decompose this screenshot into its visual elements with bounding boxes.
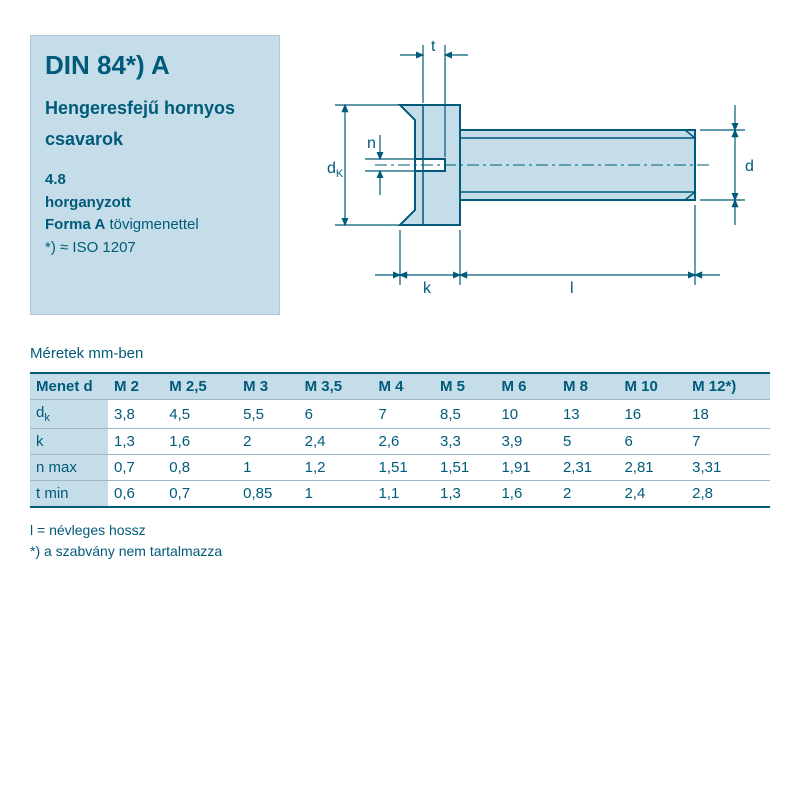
cell: 2,31 — [557, 455, 618, 481]
cell: 3,31 — [686, 455, 770, 481]
table-row: n max0,70,811,21,511,511,912,312,813,31 — [30, 455, 770, 481]
cell: 13 — [557, 400, 618, 429]
cell: 0,7 — [108, 455, 163, 481]
col-header: M 3,5 — [299, 373, 373, 400]
footnotes: l = névleges hossz *) a szabvány nem tar… — [30, 520, 770, 562]
table-row: dk3,84,55,5678,510131618 — [30, 400, 770, 429]
row-label: t min — [30, 481, 108, 508]
cell: 10 — [495, 400, 556, 429]
footnote-2: *) a szabvány nem tartalmazza — [30, 541, 770, 562]
table-row: k1,31,622,42,63,33,9567 — [30, 429, 770, 455]
table-header-row: Menet dM 2M 2,5M 3M 3,5M 4M 5M 6M 8M 10M… — [30, 373, 770, 400]
cell: 2,81 — [618, 455, 686, 481]
cell: 1,51 — [434, 455, 495, 481]
col-header: M 2,5 — [163, 373, 237, 400]
info-box: DIN 84*) A Hengeresfejű hornyos csavarok… — [30, 35, 280, 315]
desc-line-1: Hengeresfejű hornyos — [45, 95, 265, 122]
spec-4: *) ≈ ISO 1207 — [45, 237, 265, 260]
svg-text:dK: dK — [327, 160, 344, 180]
cell: 2,8 — [686, 481, 770, 508]
spec-3a: Forma A — [45, 216, 105, 233]
table-row: t min0,60,70,8511,11,31,622,42,8 — [30, 481, 770, 508]
cell: 3,9 — [495, 429, 556, 455]
desc-line-2: csavarok — [45, 126, 265, 153]
spec-1: 4.8 — [45, 171, 66, 188]
row-label: dk — [30, 400, 108, 429]
cell: 2 — [237, 429, 298, 455]
row-label: n max — [30, 455, 108, 481]
col-header: M 5 — [434, 373, 495, 400]
col-header: Menet d — [30, 373, 108, 400]
svg-text:n: n — [367, 135, 376, 152]
cell: 1,91 — [495, 455, 556, 481]
dimensions-table: Menet dM 2M 2,5M 3M 3,5M 4M 5M 6M 8M 10M… — [30, 372, 770, 508]
cell: 18 — [686, 400, 770, 429]
table-title: Méretek mm-ben — [30, 345, 770, 362]
col-header: M 2 — [108, 373, 163, 400]
din-title: DIN 84*) A — [45, 50, 265, 81]
cell: 6 — [618, 429, 686, 455]
cell: 16 — [618, 400, 686, 429]
cell: 7 — [373, 400, 434, 429]
svg-text:d: d — [745, 158, 754, 175]
cell: 0,8 — [163, 455, 237, 481]
svg-text:t: t — [431, 38, 436, 55]
col-header: M 12*) — [686, 373, 770, 400]
cell: 3,8 — [108, 400, 163, 429]
row-label: k — [30, 429, 108, 455]
cell: 1,3 — [434, 481, 495, 508]
col-header: M 6 — [495, 373, 556, 400]
cell: 1 — [237, 455, 298, 481]
cell: 1,2 — [299, 455, 373, 481]
cell: 7 — [686, 429, 770, 455]
col-header: M 3 — [237, 373, 298, 400]
cell: 5 — [557, 429, 618, 455]
cell: 3,3 — [434, 429, 495, 455]
cell: 2,4 — [618, 481, 686, 508]
cell: 2 — [557, 481, 618, 508]
cell: 5,5 — [237, 400, 298, 429]
col-header: M 8 — [557, 373, 618, 400]
svg-text:k: k — [423, 280, 432, 297]
cell: 1,1 — [373, 481, 434, 508]
cell: 0,85 — [237, 481, 298, 508]
table-body: dk3,84,55,5678,510131618k1,31,622,42,63,… — [30, 400, 770, 508]
cell: 1,6 — [495, 481, 556, 508]
svg-text:l: l — [570, 280, 574, 297]
spec-3b: tövigmenettel — [105, 216, 198, 233]
cell: 4,5 — [163, 400, 237, 429]
cell: 8,5 — [434, 400, 495, 429]
cell: 1,3 — [108, 429, 163, 455]
cell: 2,4 — [299, 429, 373, 455]
cell: 0,6 — [108, 481, 163, 508]
col-header: M 10 — [618, 373, 686, 400]
footnote-1: l = névleges hossz — [30, 520, 770, 541]
cell: 1,51 — [373, 455, 434, 481]
cell: 0,7 — [163, 481, 237, 508]
spec-2: horganyzott — [45, 194, 131, 211]
cell: 6 — [299, 400, 373, 429]
cell: 1 — [299, 481, 373, 508]
col-header: M 4 — [373, 373, 434, 400]
screw-diagram: t n dK k — [300, 35, 770, 315]
cell: 2,6 — [373, 429, 434, 455]
cell: 1,6 — [163, 429, 237, 455]
